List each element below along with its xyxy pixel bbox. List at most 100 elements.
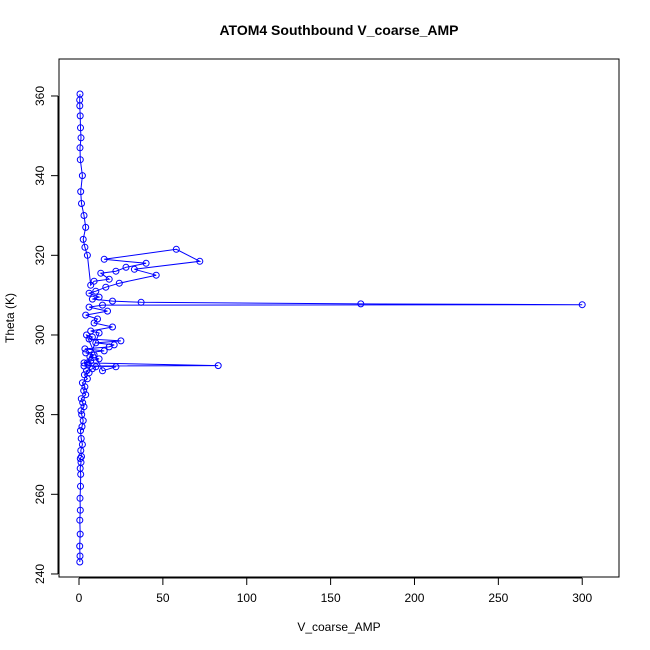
data-point <box>95 329 103 337</box>
data-point <box>112 363 120 371</box>
data-point <box>90 351 98 359</box>
data-point <box>76 530 84 538</box>
data-point <box>77 395 85 403</box>
y-axis: 240 260 280 300 320 340 360 <box>33 86 59 584</box>
data-point <box>76 90 84 98</box>
x-tick-label: 100 <box>237 591 257 605</box>
y-tick-label: 360 <box>33 86 47 106</box>
chart-title: ATOM4 Southbound V_coarse_AMP <box>219 22 458 38</box>
data-point <box>80 359 88 367</box>
data-point <box>78 172 86 180</box>
x-tick-label: 250 <box>488 591 508 605</box>
data-point <box>105 275 113 283</box>
data-point <box>196 257 204 265</box>
data-point <box>85 303 93 311</box>
y-tick-label: 280 <box>33 404 47 424</box>
series-line <box>79 93 583 563</box>
data-point <box>122 263 130 271</box>
data-point <box>77 435 85 442</box>
data-point <box>95 293 103 301</box>
data-point <box>80 387 88 395</box>
data-point <box>86 353 94 361</box>
data-point <box>76 542 84 550</box>
data-point <box>88 365 96 373</box>
data-point <box>142 259 150 267</box>
data-point <box>172 245 180 253</box>
data-point <box>80 371 88 379</box>
data-point <box>76 112 84 120</box>
data-point <box>77 134 85 142</box>
y-axis-label: Theta (K) <box>3 293 17 343</box>
data-point <box>578 301 586 309</box>
data-point <box>102 283 110 291</box>
data-point <box>214 362 222 370</box>
y-tick-label: 260 <box>33 484 47 504</box>
data-point <box>78 379 86 387</box>
data-point <box>83 251 91 259</box>
data-point <box>109 323 116 331</box>
data-point <box>100 347 108 355</box>
data-point <box>82 223 90 231</box>
data-point <box>92 339 100 347</box>
data-point <box>85 289 93 297</box>
data-point <box>77 482 84 490</box>
data-point <box>109 297 116 305</box>
x-axis-label: V_coarse_AMP <box>297 620 380 634</box>
data-point <box>76 156 84 164</box>
data-point <box>90 319 98 327</box>
data-point <box>88 295 96 303</box>
data-point <box>83 359 91 367</box>
data-point <box>81 345 89 353</box>
data-point <box>95 355 103 363</box>
data-point <box>357 300 365 308</box>
data-point <box>97 269 105 277</box>
data-point <box>82 349 90 357</box>
data-point <box>152 271 160 279</box>
data-point <box>82 391 90 399</box>
data-point <box>76 144 84 152</box>
data-point <box>76 516 84 524</box>
x-tick-label: 300 <box>572 591 592 605</box>
data-point <box>78 411 86 419</box>
data-point <box>83 331 90 339</box>
data-point <box>77 427 84 435</box>
data-point <box>137 298 145 306</box>
data-point <box>82 311 90 319</box>
x-tick-label: 50 <box>156 591 170 605</box>
data-point <box>112 267 120 275</box>
data-point <box>78 200 85 207</box>
x-tick-label: 0 <box>76 591 83 605</box>
data-point <box>104 307 111 315</box>
data-point <box>115 279 123 287</box>
data-point <box>90 277 98 285</box>
data-point <box>100 255 108 263</box>
data-point <box>99 301 106 309</box>
plot-area-border <box>58 58 620 578</box>
y-tick-label: 300 <box>33 325 47 345</box>
x-tick-label: 150 <box>321 591 341 605</box>
data-point <box>80 212 88 219</box>
data-point <box>92 287 100 295</box>
data-point <box>76 552 84 560</box>
y-tick-label: 320 <box>33 245 47 265</box>
data-point <box>87 281 95 289</box>
data-point <box>77 124 84 132</box>
series-layer <box>76 90 586 566</box>
data-point <box>80 403 88 411</box>
y-tick-label: 340 <box>33 165 47 185</box>
data-point <box>94 315 101 323</box>
data-point <box>130 265 138 273</box>
data-point <box>76 506 84 514</box>
data-point <box>87 327 95 335</box>
data-point <box>92 363 100 371</box>
data-point <box>77 188 85 196</box>
x-axis: 0 50 100 150 200 250 300 <box>76 577 593 605</box>
data-point <box>117 337 125 345</box>
data-point <box>99 367 106 375</box>
data-point <box>79 235 87 243</box>
data-point <box>79 399 87 407</box>
y-tick-label: 240 <box>33 564 47 584</box>
data-point <box>81 243 89 251</box>
